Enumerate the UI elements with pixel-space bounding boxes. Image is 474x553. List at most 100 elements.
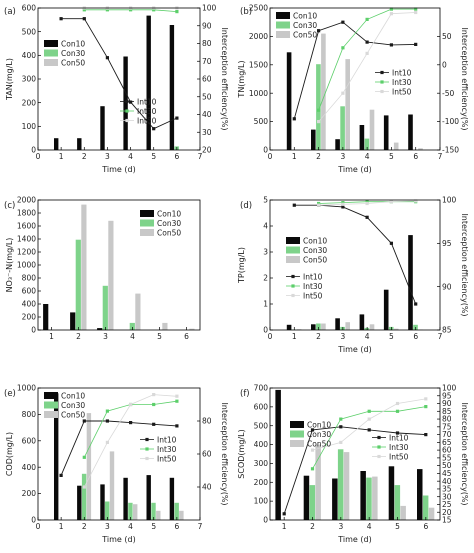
point-int10-5 [152,422,156,426]
point-int10-5 [389,43,393,47]
bar-con10-day3 [100,106,105,150]
x-tick-label: 1 [292,332,297,341]
legend-marker-int10 [377,435,381,440]
point-int50-6 [424,397,428,401]
y2-tick-label: 50 [442,461,452,470]
x-tick-label: 4 [130,332,135,341]
bar-con10-day2 [311,324,316,330]
point-int30-6 [414,7,418,11]
panel-a: 0 1 2 3 4 5 6 701002003004005006002030405060708… [4,4,229,174]
legend-label-con30: Con30 [307,430,331,439]
point-int30-2 [82,8,86,12]
legend-label-con50: Con50 [61,411,85,420]
y2-tick-label: 30 [442,492,452,501]
point-int30-6 [424,405,428,409]
point-int30-6 [175,10,179,14]
point-int30-3 [341,201,345,205]
point-int10-1 [59,473,63,477]
y-tick-label: 800 [22,410,37,419]
x-tick-label: 5 [389,152,394,161]
y2-tick-label: 25 [442,500,452,509]
legend-swatch-con10 [44,40,58,47]
point-int50-2 [317,120,321,124]
x-tick-label: 5 [389,332,394,341]
y2-tick-label: 40 [202,110,212,119]
bar-con50-day2 [315,444,321,520]
point-int30-5 [152,402,156,407]
x-tick-label: 2 [82,522,87,531]
line-int10 [283,426,426,514]
bar-con10-day6 [169,25,175,150]
y2-tick-label: -150 [442,146,459,155]
x-tick-label: 4 [367,522,372,531]
x-tick-label: 2 [316,332,321,341]
bar-con10-day4 [123,56,128,150]
x-tick-label: 6 [413,332,418,341]
y2-tick-label: 50 [202,92,212,101]
bar-con10-day1 [54,393,59,520]
bar-con10-day2 [70,312,76,330]
point-int10-4 [367,428,371,432]
bar-con50-day4 [133,504,138,520]
bar-con50-day3 [343,452,350,520]
legend-label-int50: Int50 [303,292,323,301]
y-tick-label: 2 [263,274,268,283]
bar-con30-day2 [81,473,87,520]
y2-tick-label: 80 [202,417,212,426]
bar-con50-day2 [81,204,87,330]
y-tick-label: 300 [254,459,269,468]
point-int30-4 [367,409,371,413]
bar-con30-day4 [128,502,133,520]
y-tick-label: 1500 [249,60,268,69]
y2-tick-label: 55 [442,453,452,462]
y-tick-label: 4 [263,222,268,231]
y-tick-label: 1 [263,300,268,309]
point-int30-3 [105,8,109,12]
bar-con50-day4 [372,476,378,520]
legend-swatch-con50 [140,229,154,236]
x-tick-label: 4 [128,522,133,531]
x-tick-label: 6 [174,522,179,531]
bar-con30-day3 [105,501,110,520]
x-tick-label: 5 [157,332,162,341]
legend-label-con10: Con10 [307,421,331,430]
legend-label-int10: Int10 [392,69,412,78]
bar-con50-day6 [189,328,195,330]
y-tick-label: 2500 [249,4,268,13]
bar-con50-day3 [345,322,350,330]
bar-con50-day2 [86,413,92,520]
y-tick-label: 300 [22,75,37,84]
x-tick-label: 3 [338,522,343,531]
y-tick-label: 0 [31,146,36,155]
panel-label: (b) [240,7,252,17]
point-int10-1 [282,512,286,516]
bar-con50-day2 [321,33,326,150]
panel-label: (f) [240,389,250,399]
point-int10-4 [365,40,369,44]
x-tick-label: 1 [49,332,54,341]
point-int50-2 [310,448,315,452]
bar-con30-day2 [316,323,321,330]
legend-swatch-con30 [44,49,58,57]
bar-con10-day5 [146,475,151,520]
x-tick-label: 1 [282,522,287,531]
x-tick-label: 3 [103,332,108,341]
point-int10-3 [341,205,345,209]
point-int10-2 [310,428,315,432]
panel-label: (d) [240,201,252,211]
y2-tick-label: 40 [202,483,212,492]
point-int50-6 [414,199,418,203]
y-tick-label: 0 [263,146,268,155]
legend-swatch-con30 [276,21,290,29]
legend-label-con10: Con10 [293,12,317,21]
legend-swatch-con10 [276,12,290,19]
panel-e: 0 1 2 3 4 5 6 7 0 200 400 600 800 1000 40 60 80 Intercept… [4,384,229,544]
x-tick-label: 1 [292,152,297,161]
x-tick-label: 7 [198,152,203,161]
y2-tick-label: 80 [442,415,452,424]
point-int10-6 [414,42,418,46]
bar-con30-day2 [309,485,316,520]
bar-con10-day4 [360,471,366,520]
x-tick-label: 3 [105,152,110,161]
y-tick-label: 0 [31,326,36,335]
